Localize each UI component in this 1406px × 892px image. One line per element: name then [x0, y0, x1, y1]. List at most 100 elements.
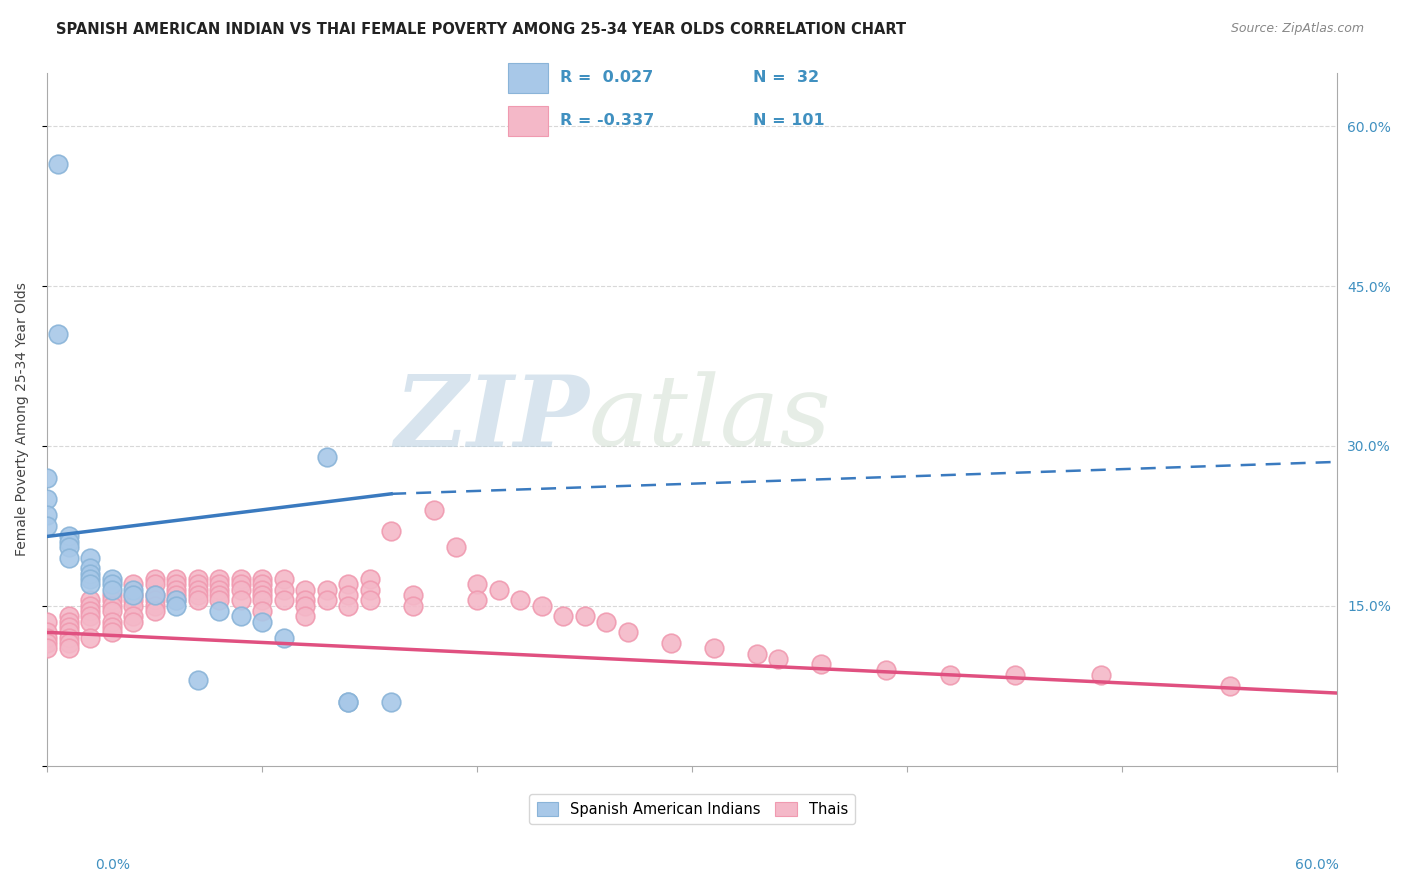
Point: [337, 695, 360, 709]
Point: [58, 529, 80, 543]
Point: [79, 604, 101, 618]
Point: [100, 599, 122, 613]
Point: [703, 641, 725, 656]
Point: [35, 625, 58, 640]
Point: [187, 577, 209, 591]
Point: [273, 582, 295, 597]
Point: [337, 599, 360, 613]
Point: [165, 577, 187, 591]
Point: [58, 631, 80, 645]
Point: [250, 572, 273, 586]
Point: [616, 625, 638, 640]
Point: [165, 599, 187, 613]
Point: [465, 577, 488, 591]
Point: [444, 540, 467, 554]
Point: [659, 636, 682, 650]
Point: [79, 609, 101, 624]
Point: [229, 577, 252, 591]
Point: [509, 593, 531, 607]
Point: [143, 572, 166, 586]
Point: [250, 604, 273, 618]
Point: [359, 593, 381, 607]
Point: [58, 625, 80, 640]
Text: atlas: atlas: [589, 372, 832, 467]
Point: [187, 572, 209, 586]
Point: [273, 593, 295, 607]
Point: [100, 593, 122, 607]
Point: [58, 540, 80, 554]
Point: [401, 599, 423, 613]
Point: [79, 577, 101, 591]
Point: [465, 593, 488, 607]
Point: [250, 588, 273, 602]
Point: [79, 550, 101, 565]
Point: [100, 577, 122, 591]
Text: ZIP: ZIP: [394, 371, 589, 467]
Point: [294, 593, 316, 607]
Text: R = -0.337: R = -0.337: [560, 113, 654, 128]
Point: [58, 550, 80, 565]
Point: [122, 588, 145, 602]
Point: [100, 572, 122, 586]
Point: [35, 615, 58, 629]
Point: [337, 695, 360, 709]
Point: [530, 599, 553, 613]
Point: [745, 647, 768, 661]
Point: [401, 588, 423, 602]
Point: [143, 577, 166, 591]
Bar: [508, 106, 548, 136]
Point: [315, 450, 337, 464]
Point: [165, 572, 187, 586]
Point: [122, 593, 145, 607]
Point: [187, 673, 209, 688]
Point: [143, 593, 166, 607]
Point: [165, 593, 187, 607]
Text: 60.0%: 60.0%: [1295, 858, 1339, 872]
Point: [810, 657, 832, 672]
Point: [79, 572, 101, 586]
Point: [187, 588, 209, 602]
Point: [79, 561, 101, 575]
Point: [35, 471, 58, 485]
Point: [100, 615, 122, 629]
Point: [229, 572, 252, 586]
Point: [250, 615, 273, 629]
Text: 0.0%: 0.0%: [96, 858, 131, 872]
Point: [768, 652, 790, 666]
Point: [337, 577, 360, 591]
Point: [574, 609, 596, 624]
Point: [58, 641, 80, 656]
Point: [122, 615, 145, 629]
Point: [380, 695, 402, 709]
Text: Source: ZipAtlas.com: Source: ZipAtlas.com: [1230, 22, 1364, 36]
Point: [208, 604, 231, 618]
Text: SPANISH AMERICAN INDIAN VS THAI FEMALE POVERTY AMONG 25-34 YEAR OLDS CORRELATION: SPANISH AMERICAN INDIAN VS THAI FEMALE P…: [56, 22, 907, 37]
Point: [100, 625, 122, 640]
Point: [875, 663, 897, 677]
Point: [122, 588, 145, 602]
Point: [423, 503, 446, 517]
Point: [229, 593, 252, 607]
Point: [337, 588, 360, 602]
Point: [35, 636, 58, 650]
Point: [58, 609, 80, 624]
Text: R =  0.027: R = 0.027: [560, 70, 654, 86]
Point: [143, 588, 166, 602]
Point: [208, 582, 231, 597]
Point: [595, 615, 617, 629]
Point: [359, 582, 381, 597]
Point: [380, 524, 402, 538]
Point: [250, 577, 273, 591]
Point: [46, 326, 69, 341]
Point: [315, 582, 337, 597]
Point: [79, 599, 101, 613]
Point: [100, 582, 122, 597]
Point: [165, 593, 187, 607]
Point: [58, 615, 80, 629]
Point: [1219, 679, 1241, 693]
Point: [315, 593, 337, 607]
Point: [208, 577, 231, 591]
Point: [294, 609, 316, 624]
Point: [35, 641, 58, 656]
Point: [100, 620, 122, 634]
